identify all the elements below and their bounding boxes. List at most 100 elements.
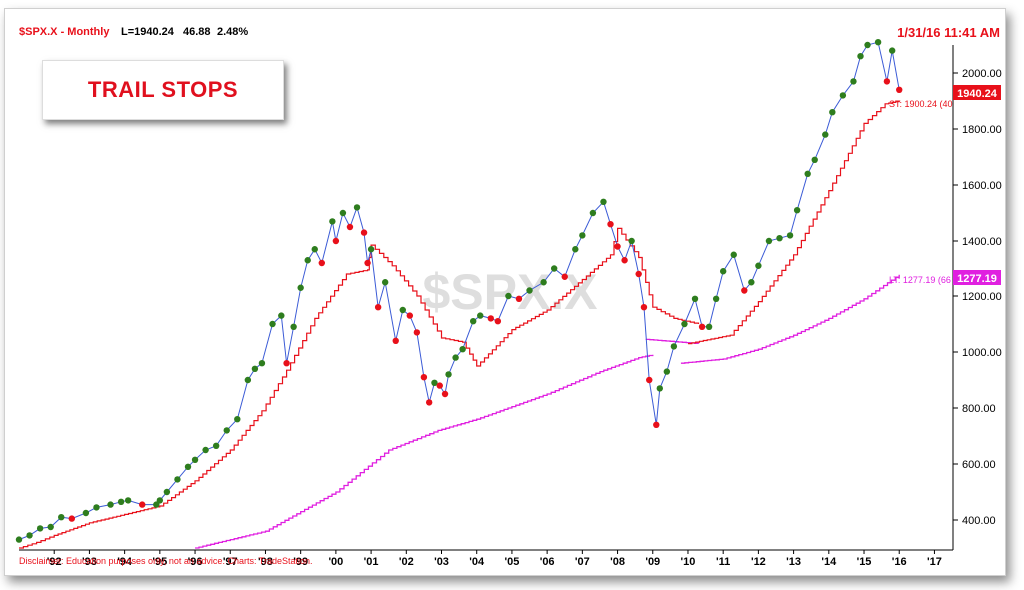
change-label: 46.88 [183, 26, 211, 38]
pct-label: 2.48% [217, 26, 248, 38]
price-dot [719, 268, 727, 275]
price-dot [741, 287, 748, 294]
price-dot [445, 371, 452, 378]
price-dot [212, 442, 220, 449]
price-dot [765, 237, 773, 245]
price-dot [244, 376, 252, 384]
price-dot [283, 360, 290, 367]
price-dot [864, 41, 871, 49]
x-axis-ticks: '92 '93 '94 '95 '96 '97 '98 '99 '00 '01 '02 '03 '04 '… [47, 550, 942, 568]
price-dot [579, 232, 586, 239]
x-tick-label: '13 [786, 556, 801, 568]
price-dot [755, 262, 762, 269]
x-tick-label: '02 [399, 556, 414, 568]
price-dot [153, 501, 160, 508]
price-dot [117, 498, 125, 505]
price-dot [381, 279, 389, 286]
price-dot [600, 198, 607, 205]
price-dot [124, 497, 132, 504]
y-tick-label: 1200.00 [962, 291, 1002, 303]
price-dot [15, 536, 23, 543]
price-dot [614, 243, 621, 250]
price-dot [174, 476, 181, 483]
price-dot [822, 131, 829, 138]
price-dot [829, 109, 836, 116]
price-dot [469, 318, 477, 325]
price-dot [793, 207, 801, 214]
price-dot [459, 346, 466, 353]
price-dot [705, 323, 713, 330]
price-dot [883, 78, 891, 85]
last-price-badge-text: 1940.24 [957, 88, 998, 100]
price-dot [607, 221, 614, 228]
price-dot [399, 306, 406, 314]
price-dot [329, 218, 336, 225]
x-tick-label: '14 [821, 556, 837, 568]
price-dot [93, 504, 100, 511]
price-dot [68, 515, 76, 522]
price-dot [163, 488, 171, 496]
y-tick-label: 800.00 [962, 403, 996, 415]
price-dot [748, 279, 755, 286]
price-dot [874, 39, 882, 46]
price-dot [346, 223, 354, 231]
x-tick-label: '94 [117, 556, 133, 568]
price-dot [515, 295, 523, 302]
price-dot [804, 170, 811, 177]
long-trail-badge [953, 270, 1001, 285]
price-dot [540, 279, 547, 286]
price-dot [311, 246, 318, 253]
price-dot [58, 514, 65, 521]
x-tick-label: '05 [504, 556, 519, 568]
x-tick-label: '98 [258, 556, 273, 568]
title-box-text: TRAIL STOPS [87, 77, 239, 102]
price-dot [653, 421, 660, 428]
y-tick-label: 1800.00 [962, 124, 1002, 136]
long-trail-label: LT: 1277.19 (66 [889, 275, 951, 285]
long-trail-badge-text: 1277.19 [957, 273, 997, 285]
price-dot [258, 360, 266, 367]
y-axis-ticks: 400.00 600.00 800.00 1000.00 1200.00 1400.00 1… [953, 68, 1002, 527]
x-tick-label: '97 [223, 556, 238, 568]
price-dot [656, 385, 664, 392]
x-tick-label: '99 [293, 556, 308, 568]
price-dot [234, 416, 241, 423]
x-tick-label: '17 [927, 556, 942, 568]
price-dot [223, 427, 230, 434]
price-chart: $SPX.X - Monthly L=1940.24 46.88 2.48% 1… [15, 25, 1002, 568]
x-tick-label: '12 [751, 556, 766, 568]
price-dot [663, 368, 671, 375]
x-tick-label: '10 [681, 556, 696, 568]
price-dot [628, 237, 635, 245]
price-dot [251, 365, 259, 372]
x-tick-label: '16 [892, 556, 907, 568]
price-dot [670, 343, 678, 350]
price-dot [184, 463, 192, 470]
y-tick-label: 2000.00 [962, 68, 1002, 80]
price-dot [505, 292, 512, 300]
price-dot [691, 295, 699, 302]
price-dot [290, 323, 297, 330]
price-series [18, 41, 900, 541]
price-dot [640, 304, 648, 311]
price-dot [646, 376, 653, 384]
symbol-label: $SPX.X - Monthly [19, 26, 110, 38]
price-dot [635, 270, 642, 278]
price-dot [786, 232, 794, 239]
price-dot [82, 509, 90, 517]
long-trail-line [195, 274, 900, 549]
price-dot [452, 354, 459, 361]
price-dot [811, 156, 818, 163]
price-dot [494, 318, 502, 325]
last-price-label: L=1940.24 [121, 26, 175, 38]
x-tick-label: '09 [645, 556, 660, 568]
price-dot [477, 312, 484, 319]
watermark: $SPX.X [422, 264, 597, 320]
disclaimer: Disclaimer: Education purposes only, not… [19, 556, 312, 566]
price-dot [36, 525, 44, 532]
short-trail-series [19, 101, 900, 549]
price-line [18, 41, 900, 541]
price-dot [374, 304, 382, 311]
price-dot [318, 259, 325, 267]
x-tick-label: '15 [857, 556, 872, 568]
